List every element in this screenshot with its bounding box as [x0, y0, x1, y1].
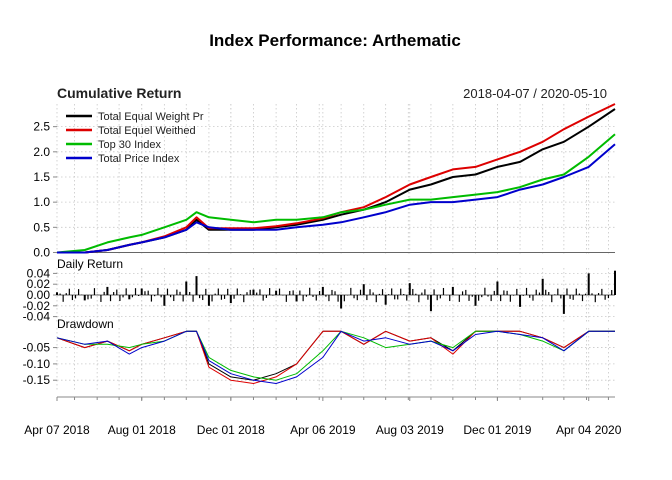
panel-title-cumulative: Cumulative Return [57, 85, 181, 101]
legend: Total Equal Weight Pr Total Equel Weithed… [66, 111, 204, 165]
x-tick-label: Dec 01 2018 [197, 423, 265, 437]
date-range: 2018-04-07 / 2020-05-10 [463, 86, 607, 101]
series-line-total-price-index [56, 330, 615, 384]
y-tick-label: -0.05 [23, 341, 51, 355]
y-tick-label: 0.0 [33, 245, 50, 259]
legend-label: Total Equel Weithed [98, 125, 196, 137]
y-tick-label: -0.04 [23, 310, 51, 324]
y-tick-label: 0.04 [27, 266, 51, 280]
x-tick-label: Apr 04 2020 [556, 423, 622, 437]
y-tick-label: -0.02 [23, 299, 51, 313]
y-tick-label: 0.5 [33, 220, 50, 234]
y-tick-label: 1.0 [33, 195, 50, 209]
series-line-total-price-index [57, 143, 616, 254]
panel-2: -0.05 -0.10 -0.15 Drawdown [23, 317, 615, 390]
y-tick-label: 2.0 [33, 145, 50, 159]
series-line-top-30-index [56, 133, 616, 254]
y-tick-label: -0.10 [23, 357, 51, 371]
panel-label: Daily Return [57, 257, 123, 271]
panel-label: Drawdown [57, 317, 114, 331]
x-tick-label: Apr 07 2018 [24, 423, 90, 437]
y-tick-label: -0.15 [23, 373, 51, 387]
x-tick-label: Apr 06 2019 [290, 423, 356, 437]
x-tick-label: Dec 01 2019 [463, 423, 531, 437]
y-tick-label: 1.5 [33, 170, 50, 184]
x-axis: Apr 07 2018 Aug 01 2018 Dec 01 2018 Apr 06 … [24, 396, 622, 437]
y-tick-label: 2.5 [33, 120, 50, 134]
y-tick-label: 0.00 [27, 288, 51, 302]
series-line-total-equel-weithed [56, 330, 615, 384]
panel-1: 0.040.020.00-0.02-0.04 Daily Return [23, 257, 616, 324]
y-tick-label: 0.02 [27, 277, 51, 291]
x-tick-label: Aug 03 2019 [376, 423, 444, 437]
legend-label: Total Equal Weight Pr [98, 111, 204, 123]
x-tick-label: Aug 01 2018 [108, 423, 176, 437]
legend-label: Top 30 Index [98, 139, 161, 151]
legend-label: Total Price Index [98, 153, 180, 165]
chart-title: Index Performance: Arthematic [209, 31, 461, 50]
